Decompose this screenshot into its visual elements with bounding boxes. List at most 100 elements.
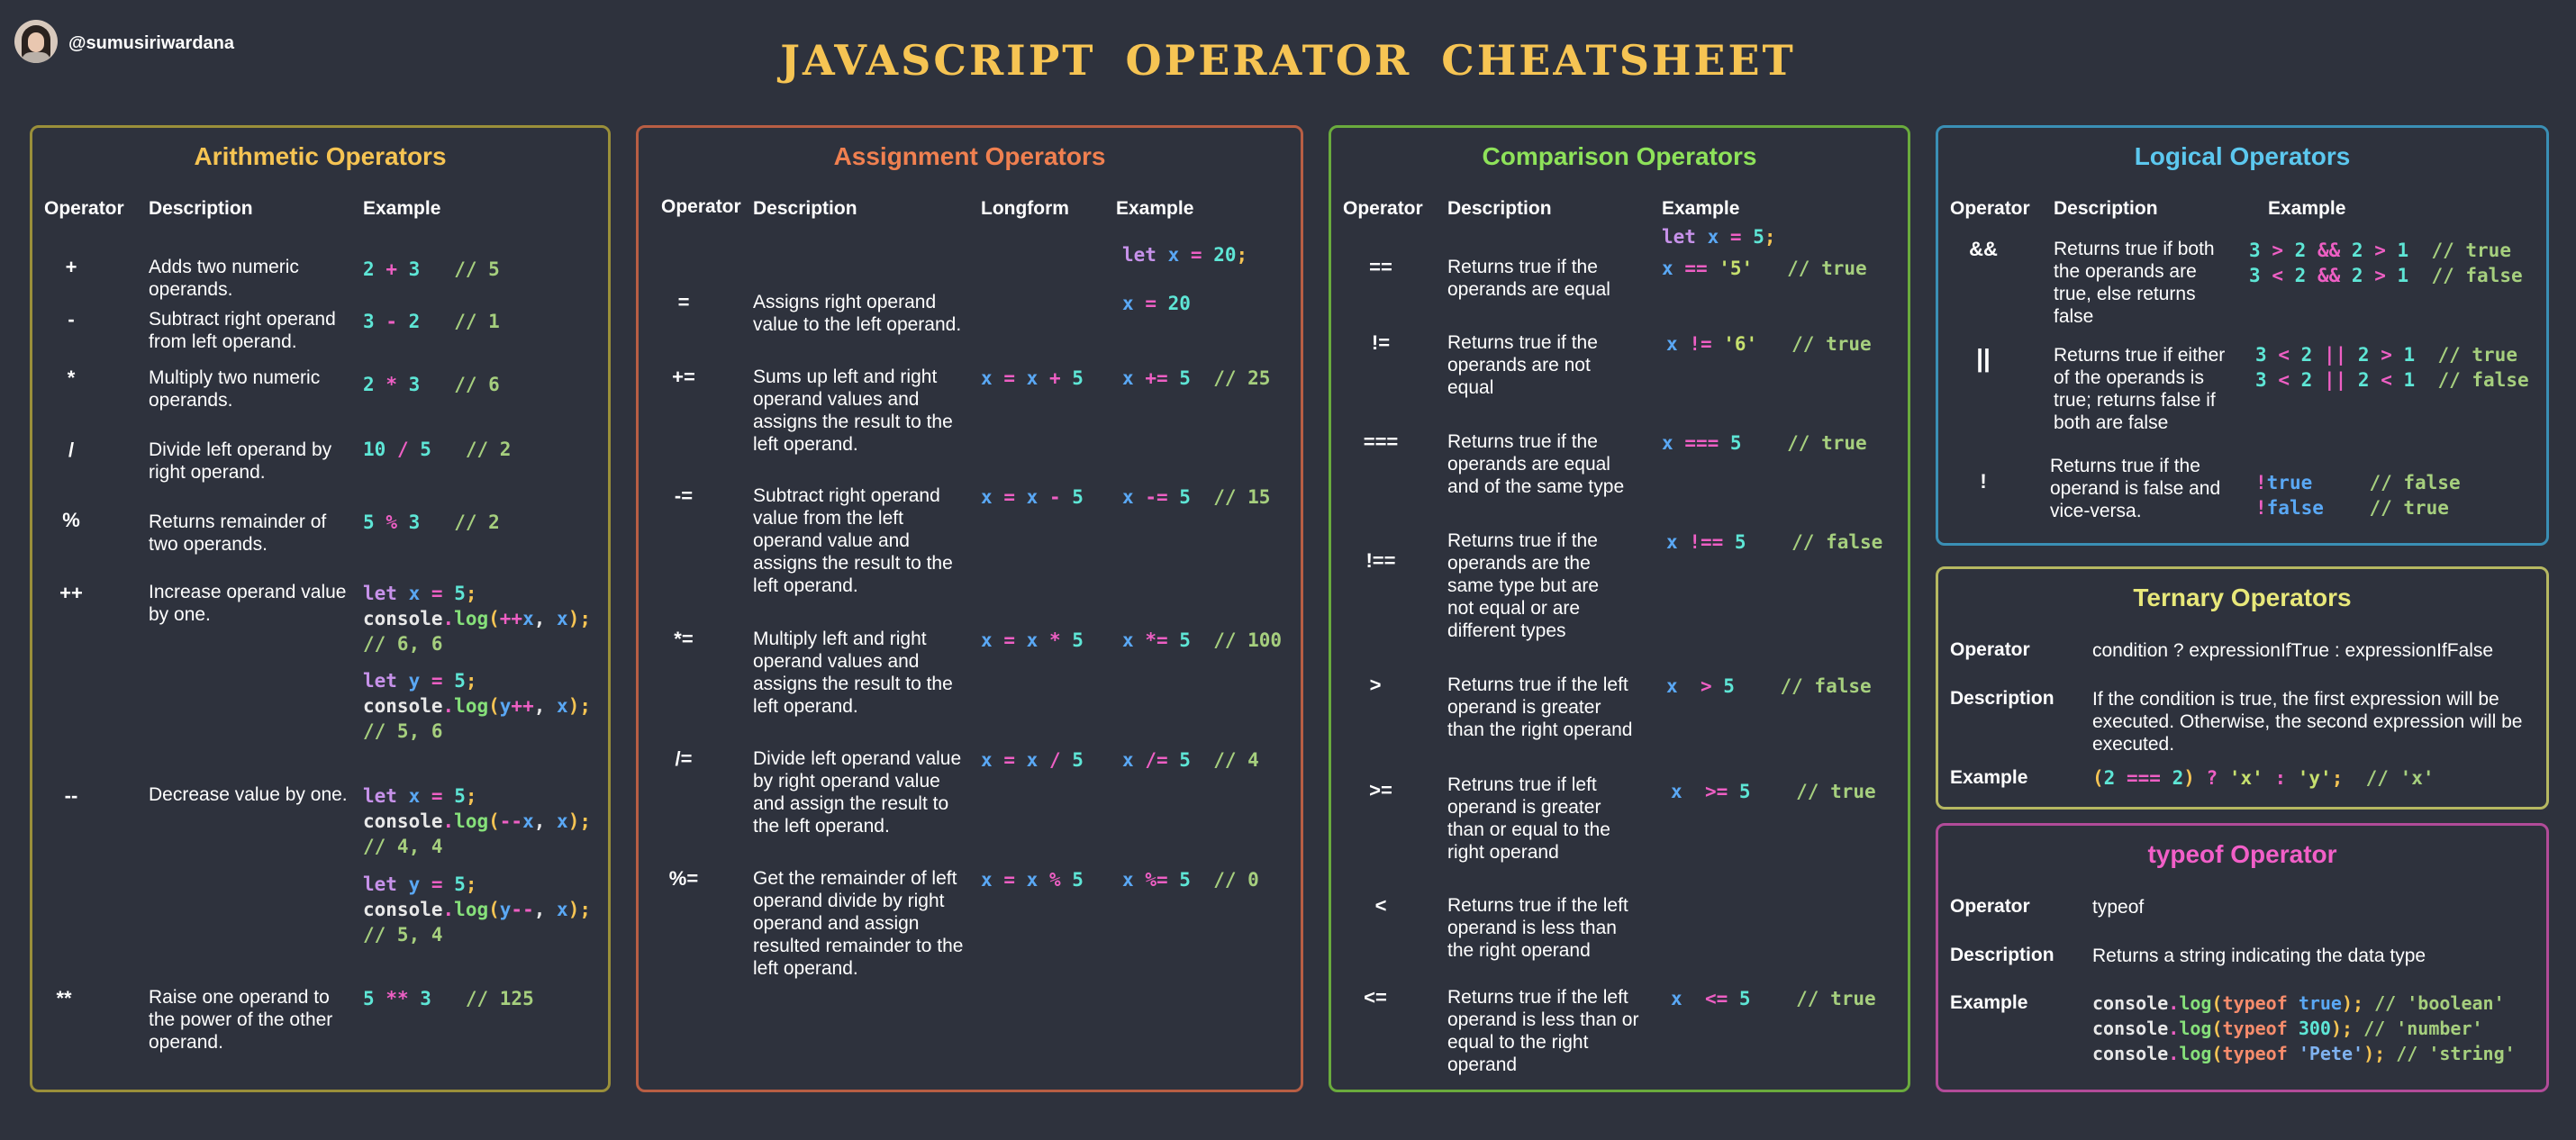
code-example: 3 > 2 && 2 > 1 // true 3 < 2 && 2 > 1 //… xyxy=(2249,240,2523,286)
code-example: x /= 5 // 4 xyxy=(1122,749,1259,771)
logical-panel: Logical Operators Operator Description E… xyxy=(1936,125,2549,546)
operator-symbol: %= xyxy=(668,867,699,890)
operator-symbol: ++ xyxy=(59,582,83,604)
col-header-example: Example xyxy=(363,198,441,219)
code-example: 10 / 5 // 2 xyxy=(363,439,512,460)
typeof-title: typeof Operator xyxy=(2147,840,2337,868)
operator-description: Assigns right operand value to the left … xyxy=(753,292,962,335)
operator-symbol: != xyxy=(1371,331,1391,354)
code-longform: x = x + 5 xyxy=(981,367,1084,389)
operator-description: Raise one operand to the power of the ot… xyxy=(149,987,333,1053)
operator-description: Sums up left and right operand values an… xyxy=(753,366,953,455)
operator-symbol: < xyxy=(1374,894,1387,917)
operator-symbol: += xyxy=(672,366,695,388)
ternary-operator-value: condition ? expressionIfTrue : expressio… xyxy=(2092,640,2494,661)
code-example: 2 * 3 // 6 xyxy=(363,374,500,395)
assignment-title: Assignment Operators xyxy=(833,142,1106,170)
assignment-panel: Assignment Operators Operator Descriptio… xyxy=(636,125,1303,1092)
operator-symbol: > xyxy=(1369,674,1382,696)
operator-description: Returns true if the operand is false and… xyxy=(2050,456,2221,521)
code-example: 3 - 2 // 1 xyxy=(363,311,500,332)
code-example: let x = 5; console.log(--x, x); // 4, 4 xyxy=(363,785,591,857)
code-example: let y = 5; console.log(y--, x); // 5, 4 xyxy=(363,873,591,945)
code-example: x !== 5 // false xyxy=(1666,531,1883,553)
code-example: x *= 5 // 100 xyxy=(1122,629,1283,651)
col-header-description: Description xyxy=(149,198,253,219)
code-preamble: let x = 5; xyxy=(1662,226,1776,248)
code-example: !true // false !false // true xyxy=(2255,472,2461,519)
logical-title: Logical Operators xyxy=(2134,142,2351,170)
ternary-example-label: Example xyxy=(1950,767,2028,788)
code-example: x -= 5 // 15 xyxy=(1122,486,1271,508)
code-longform: x = x - 5 xyxy=(981,486,1084,508)
code-example: x <= 5 // true xyxy=(1671,988,1876,1009)
col-header-example: Example xyxy=(1116,198,1194,219)
typeof-description-value: Returns a string indicating the data typ… xyxy=(2092,945,2426,966)
operator-description: Divide left operand value by right opera… xyxy=(753,748,962,837)
ternary-description-value: If the condition is true, the first expr… xyxy=(2092,689,2523,755)
operator-symbol: * xyxy=(67,366,76,389)
code-example: x %= 5 // 0 xyxy=(1122,869,1259,891)
operator-symbol: <= xyxy=(1364,986,1387,1009)
author-handle: @sumusiriwardana xyxy=(68,33,235,53)
code-longform: x = x % 5 xyxy=(981,869,1084,891)
col-header-description: Description xyxy=(753,198,857,219)
col-header-description: Description xyxy=(1447,198,1552,219)
operator-description: Subtract right operand from left operand… xyxy=(149,309,336,352)
operator-description: Get the remainder of left operand divide… xyxy=(753,868,964,979)
comparison-panel: Comparison Operators Operator Descriptio… xyxy=(1329,125,1910,1092)
code-example: x != '6' // true xyxy=(1666,333,1872,355)
col-header-operator: Operator xyxy=(661,196,741,217)
operator-description: Multiply left and right operand values a… xyxy=(753,629,953,717)
ternary-title: Ternary Operators xyxy=(2133,584,2352,611)
page-title: JAVASCRIPT OPERATOR CHEATSHEET xyxy=(780,36,1796,85)
operator-symbol: || xyxy=(1976,344,1991,372)
code-example: x === 5 // true xyxy=(1662,432,1867,454)
operator-symbol: ** xyxy=(56,987,72,1009)
comparison-title: Comparison Operators xyxy=(1482,142,1757,170)
operator-symbol: -= xyxy=(674,484,694,507)
code-example: 5 % 3 // 2 xyxy=(363,511,500,533)
operator-symbol: *= xyxy=(674,628,694,650)
code-longform: x = x * 5 xyxy=(981,629,1084,651)
avatar xyxy=(14,20,58,63)
code-example: x >= 5 // true xyxy=(1671,781,1876,802)
operator-symbol: / xyxy=(68,439,75,461)
operator-description: Adds two numeric operands. xyxy=(149,257,299,300)
operator-symbol: = xyxy=(677,291,690,313)
col-header-description: Description xyxy=(2054,198,2158,219)
operator-description: Returns true if the left operand is less… xyxy=(1447,895,1628,961)
operator-description: Returns true if the left operand is grea… xyxy=(1447,674,1633,740)
typeof-panel: typeof Operator Operator typeof Descript… xyxy=(1936,823,2549,1092)
code-example: x = 20 xyxy=(1122,293,1191,314)
typeof-example-label: Example xyxy=(1950,992,2028,1013)
code-longform: x = x / 5 xyxy=(981,749,1084,771)
code-example: (2 === 2) ? 'x' : 'y'; // 'x' xyxy=(2092,767,2435,789)
operator-symbol: >= xyxy=(1369,779,1392,801)
code-example: x == '5' // true xyxy=(1662,258,1867,279)
operator-symbol: + xyxy=(65,256,77,278)
operator-symbol: /= xyxy=(675,747,693,770)
code-example: 2 + 3 // 5 xyxy=(363,258,500,280)
code-example: let y = 5; console.log(y++, x); // 5, 6 xyxy=(363,670,591,742)
operator-description: Returns remainder of two operands. xyxy=(149,511,327,555)
col-header-example: Example xyxy=(2268,198,2346,219)
operator-symbol: ! xyxy=(1980,470,1987,493)
operator-symbol: - xyxy=(68,308,75,330)
arithmetic-title: Arithmetic Operators xyxy=(194,142,447,170)
operator-description: Retruns true if left operand is greater … xyxy=(1447,774,1610,863)
operator-symbol: === xyxy=(1363,430,1399,453)
code-example: 3 < 2 || 2 > 1 // true 3 < 2 || 2 < 1 //… xyxy=(2255,344,2529,391)
operator-symbol: == xyxy=(1369,256,1392,278)
operator-description: Decrease value by one. xyxy=(149,784,348,805)
operator-symbol: % xyxy=(62,509,80,531)
code-example: x > 5 // false xyxy=(1666,675,1872,697)
ternary-description-label: Description xyxy=(1950,688,2054,709)
operator-symbol: && xyxy=(1969,238,1998,260)
operator-description: Increase operand value by one. xyxy=(149,582,347,625)
typeof-description-label: Description xyxy=(1950,945,2054,965)
col-header-longform: Longform xyxy=(981,198,1069,219)
code-example: x += 5 // 25 xyxy=(1122,367,1271,389)
operator-description: Divide left operand by right operand. xyxy=(149,439,332,483)
operator-description: Returns true if the operands are equal a… xyxy=(1447,431,1625,497)
